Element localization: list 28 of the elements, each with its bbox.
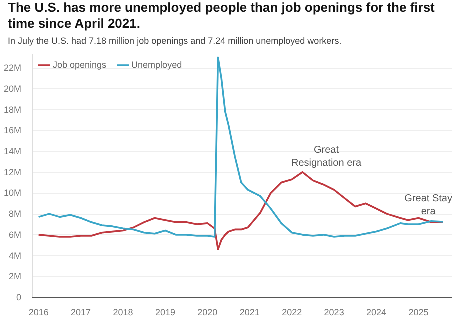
x-tick-label: 2025 xyxy=(408,308,429,318)
y-tick-label: 6M xyxy=(9,230,22,240)
legend-label: Unemployed xyxy=(132,60,182,70)
x-tick-label: 2020 xyxy=(198,308,218,318)
y-tick-label: 2M xyxy=(9,272,22,282)
x-tick-label: 2022 xyxy=(282,308,302,318)
x-tick-label: 2018 xyxy=(113,308,134,318)
y-tick-label: 16M xyxy=(4,126,22,136)
x-tick-label: 2016 xyxy=(28,308,49,318)
y-tick-label: 22M xyxy=(4,63,22,74)
y-tick-label: 10M xyxy=(4,188,22,198)
annotation: Great Resignation era xyxy=(291,145,362,170)
chart-title: The U.S. has more unemployed people than job openings for the first time since April 2021. xyxy=(8,0,436,32)
y-tick-label: 4M xyxy=(9,250,22,261)
x-tick-label: 2017 xyxy=(71,308,92,318)
x-tick-label: 2021 xyxy=(240,308,260,318)
chart-subtitle: In July the U.S. had 7.18 million job openings and 7.24 million unemployed workers. xyxy=(8,35,342,48)
y-tick-label: 12M xyxy=(4,167,22,178)
x-tick-label: 2024 xyxy=(366,308,387,318)
y-tick-label: 0 xyxy=(16,292,22,303)
x-tick-label: 2023 xyxy=(324,308,344,318)
y-tick-label: 14M xyxy=(4,146,22,157)
annotation: Great Stay era xyxy=(404,194,452,218)
y-tick-label: 18M xyxy=(4,104,22,115)
y-tick-label: 20M xyxy=(4,84,22,94)
x-tick-label: 2019 xyxy=(155,308,176,318)
legend-label: Job openings xyxy=(53,60,107,70)
y-tick-label: 8M xyxy=(9,209,22,220)
